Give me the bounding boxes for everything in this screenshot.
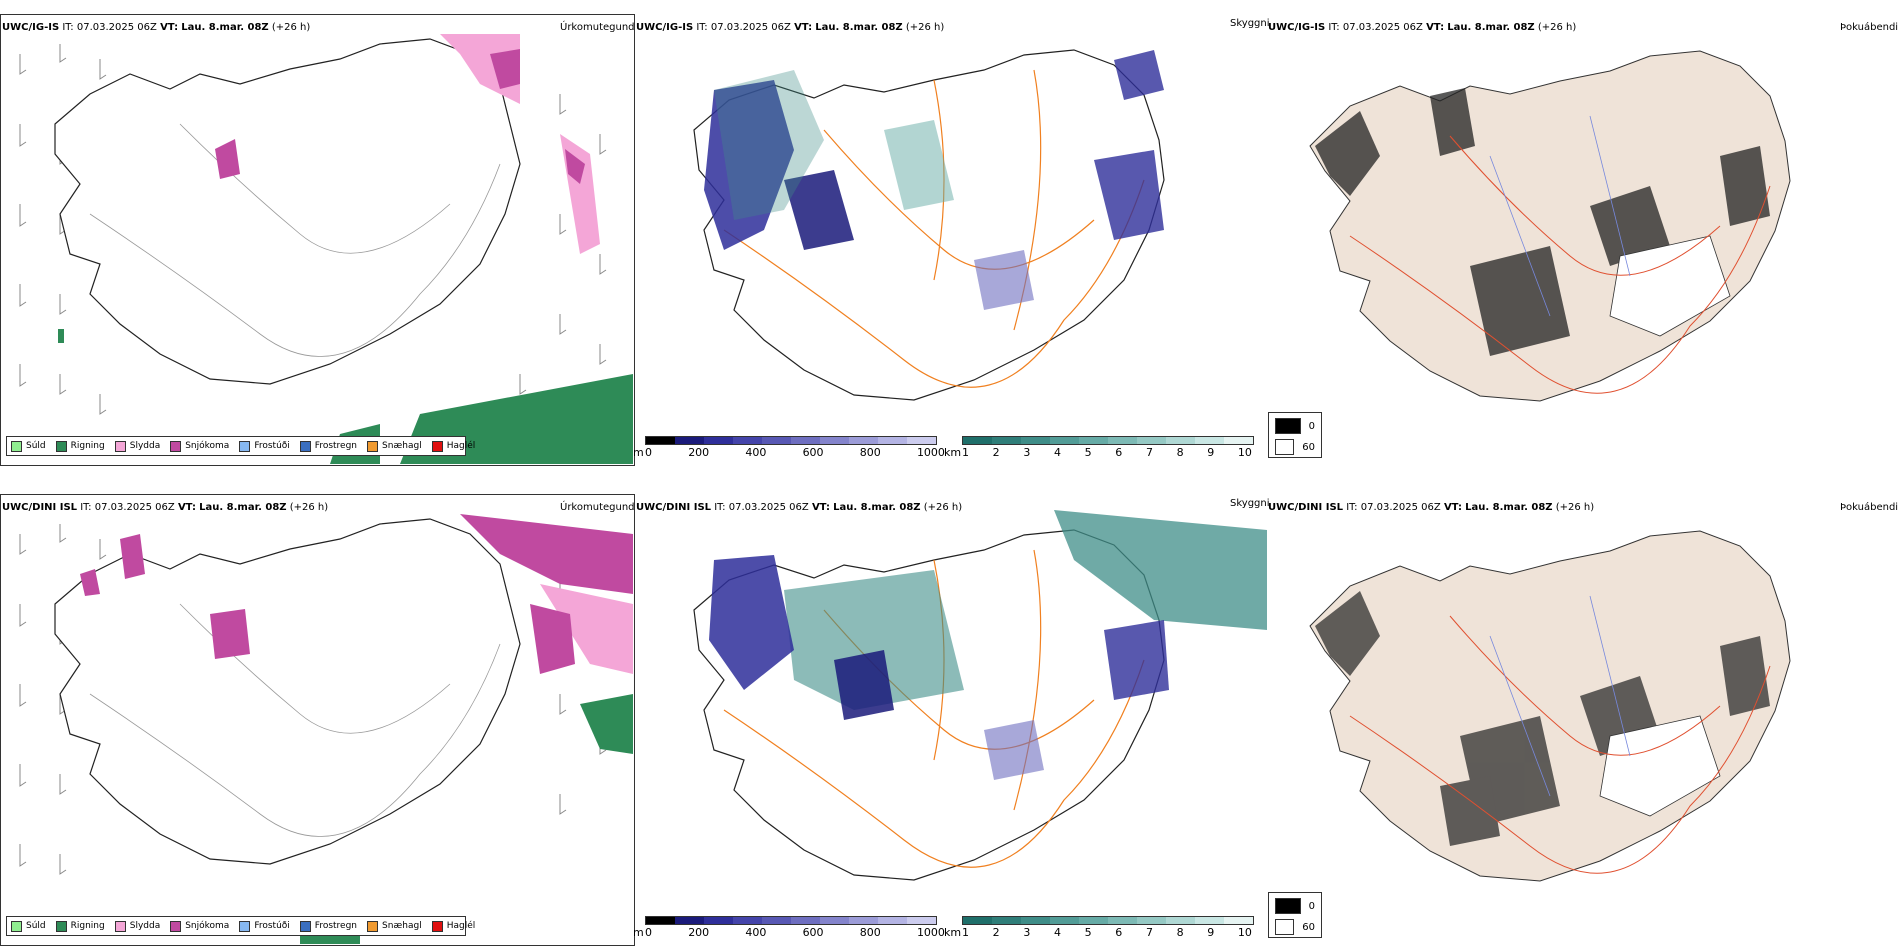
- roads: [723, 549, 1145, 868]
- header-row2-col3: UWC/DINI ISL IT: 07.03.2025 06Z VT: Lau.…: [1268, 502, 1595, 513]
- legend-swatch: [299, 440, 311, 452]
- iceland-coast: [54, 518, 521, 865]
- visibility-unit: km: [944, 446, 962, 459]
- fog-swatch: [1275, 439, 1295, 455]
- legend-swatch: [431, 440, 443, 452]
- legend-item: Snjókoma: [170, 920, 229, 932]
- legend-swatch: [11, 920, 22, 932]
- header-row1-col3: UWC/IG-IS IT: 07.03.2025 06Z VT: Lau. 8.…: [1268, 22, 1577, 33]
- field-title: Þokuábendi: [1840, 502, 1899, 513]
- fog-map-row1: [1309, 50, 1791, 402]
- legend-item: Frostúði: [239, 920, 290, 932]
- legend-swatch: [55, 440, 67, 452]
- visibility-map-row1: [693, 49, 1165, 401]
- legend-swatch: [367, 920, 379, 932]
- legend-item: Frostregn: [299, 920, 357, 932]
- iceland-land: [1309, 530, 1791, 882]
- precip-panel-row1: [0, 14, 635, 466]
- model-name: UWC/DINI ISL: [636, 502, 712, 513]
- legend-swatch: [239, 920, 251, 932]
- legend-swatch: [431, 920, 443, 932]
- legend-swatch: [55, 920, 67, 932]
- glacier: [1609, 235, 1731, 337]
- legend-item: Súld: [11, 440, 46, 452]
- model-name: UWC/DINI ISL: [1268, 502, 1344, 513]
- visibility-colorbar-row2: [962, 916, 1254, 925]
- legend-swatch: [170, 440, 182, 452]
- model-name: UWC/IG-IS: [2, 22, 60, 33]
- legend-item: Haglél: [431, 920, 475, 932]
- legend-item: Snæhagl: [367, 920, 422, 932]
- fog-dark-areas: [1315, 88, 1770, 356]
- fog-scale-row2: 0 60: [1268, 892, 1322, 938]
- elevation-colorbar-row1: [645, 436, 937, 445]
- legend-item: Snjókoma: [170, 440, 229, 452]
- model-name: UWC/IG-IS: [1268, 22, 1326, 33]
- model-name: UWC/DINI ISL: [2, 502, 78, 513]
- elevation-colorbar-row2: [645, 916, 937, 925]
- elevation-ticks: 0 200 400 600 800 1000: [645, 446, 945, 459]
- legend-item: Frostregn: [299, 440, 357, 452]
- visibility-colorbar-row1: [962, 436, 1254, 445]
- visibility-areas: [709, 510, 1267, 780]
- field-title: Skyggni: [1230, 498, 1270, 509]
- wind-barbs: [19, 44, 607, 415]
- precip-map-row1: [19, 34, 633, 464]
- fog-map-row2: [1309, 530, 1791, 882]
- legend-item: Haglél: [431, 440, 475, 452]
- visibility-map-row2: [693, 510, 1267, 881]
- legend-swatch: [114, 920, 126, 932]
- legend-swatch: [114, 440, 126, 452]
- visibility-ticks: 1 2 3 4 5 6 7 8 9 10: [962, 926, 1252, 939]
- field-title: Skyggni: [1230, 18, 1270, 29]
- legend-item: Súld: [11, 920, 46, 932]
- legend-swatch: [170, 920, 182, 932]
- iceland-coast: [54, 38, 521, 385]
- legend-swatch: [367, 440, 379, 452]
- roads: [1349, 135, 1771, 394]
- precip-panel-row2: [0, 494, 635, 946]
- iceland-coast: [693, 49, 1165, 401]
- visibility-areas: [704, 50, 1164, 310]
- glacier: [1599, 715, 1721, 817]
- legend-swatch: [239, 440, 251, 452]
- elevation-unit: m: [633, 446, 644, 459]
- field-title: Úrkomutegund: [560, 22, 635, 33]
- legend-item: Rigning: [55, 920, 105, 932]
- field-title: Úrkomutegund: [560, 502, 635, 513]
- roads: [723, 69, 1145, 388]
- legend-item: Snæhagl: [367, 440, 422, 452]
- visibility-ticks: 1 2 3 4 5 6 7 8 9 10: [962, 446, 1252, 459]
- precip-map-row2: [19, 514, 633, 944]
- iceland-land: [1309, 50, 1791, 402]
- legend-swatch: [299, 920, 311, 932]
- legend-item: Rigning: [55, 440, 105, 452]
- legend-swatch: [11, 440, 22, 452]
- roads: [1349, 615, 1771, 874]
- legend-item: Frostúði: [239, 440, 290, 452]
- precip-legend-row2: Súld Rigning Slydda Snjókoma Frostúði Fr…: [6, 916, 475, 936]
- header-row2-col2: UWC/DINI ISL IT: 07.03.2025 06Z VT: Lau.…: [636, 502, 963, 513]
- fog-swatch: [1275, 898, 1301, 914]
- precip-legend-row1: Súld Rigning Slydda Snjókoma Frostúði Fr…: [6, 436, 475, 456]
- header-row2-col1: UWC/DINI ISL IT: 07.03.2025 06Z VT: Lau.…: [2, 502, 329, 513]
- header-row1-col2: UWC/IG-IS IT: 07.03.2025 06Z VT: Lau. 8.…: [636, 22, 945, 33]
- header-row1-col1: UWC/IG-IS IT: 07.03.2025 06Z VT: Lau. 8.…: [2, 22, 311, 33]
- model-name: UWC/IG-IS: [636, 22, 694, 33]
- field-title: Þokuábendi: [1840, 22, 1899, 33]
- fog-scale-row1: 0 60: [1268, 412, 1322, 458]
- rivers: [1489, 115, 1631, 317]
- elevation-unit: m: [633, 926, 644, 939]
- legend-item: Slydda: [114, 440, 160, 452]
- fog-swatch: [1275, 418, 1301, 434]
- visibility-unit: km: [944, 926, 962, 939]
- legend-item: Slydda: [114, 920, 160, 932]
- fog-swatch: [1275, 919, 1295, 935]
- elevation-ticks: 0 200 400 600 800 1000: [645, 926, 945, 939]
- rivers: [1489, 595, 1631, 797]
